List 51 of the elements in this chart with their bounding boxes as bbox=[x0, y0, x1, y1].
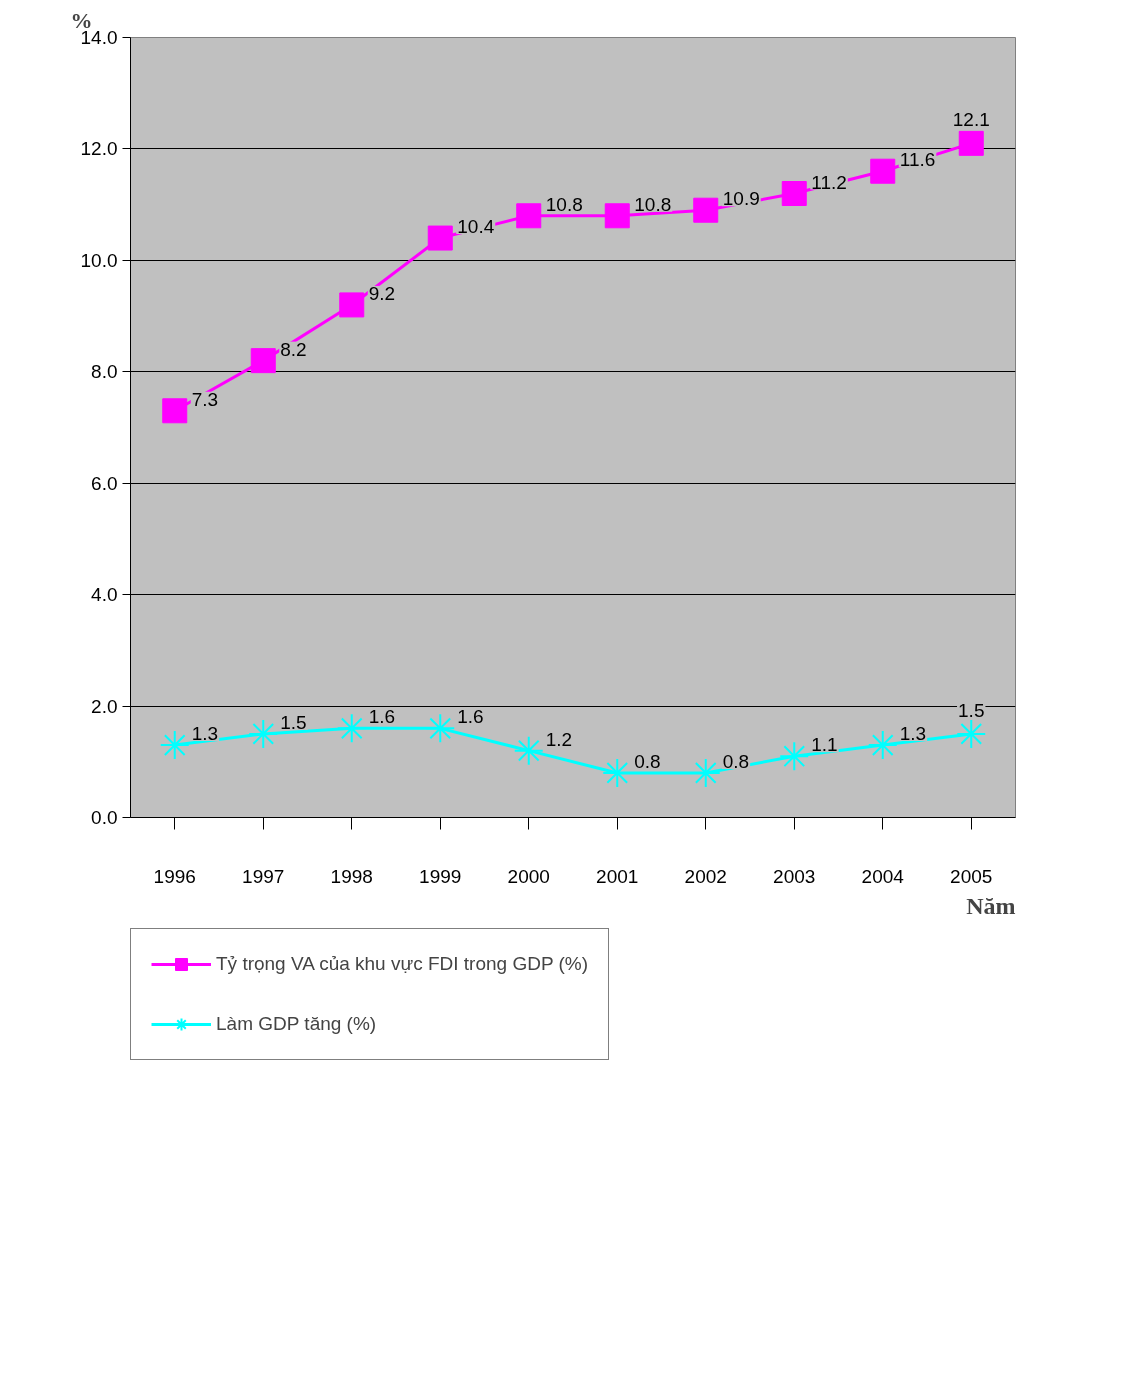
legend-label: Tỷ trọng VA của khu vực FDI trong GDP (%) bbox=[216, 953, 589, 975]
data-label: 1.6 bbox=[457, 706, 484, 728]
y-tick-label: 8.0 bbox=[91, 361, 118, 383]
legend-label: Làm GDP tăng (%) bbox=[216, 1013, 377, 1035]
data-label: 11.2 bbox=[811, 171, 847, 193]
data-label: 1.6 bbox=[368, 706, 396, 728]
point bbox=[870, 158, 896, 184]
data-label: 8.2 bbox=[280, 338, 307, 360]
data-label: 1.5 bbox=[958, 699, 985, 721]
point bbox=[250, 348, 276, 374]
y-tick-label: 6.0 bbox=[91, 472, 118, 494]
y-tick-label: 14.0 bbox=[80, 27, 118, 48]
point bbox=[604, 203, 630, 229]
data-label: 7.3 bbox=[191, 388, 219, 410]
x-tick-label: 2000 bbox=[507, 865, 550, 887]
x-tick-label: 1998 bbox=[330, 865, 373, 887]
point bbox=[339, 292, 365, 318]
data-label: 1.5 bbox=[280, 711, 307, 733]
point bbox=[427, 225, 453, 251]
data-label: 10.9 bbox=[722, 188, 760, 210]
x-tick-label: 2005 bbox=[950, 865, 993, 887]
x-tick-label: 2002 bbox=[684, 865, 727, 887]
x-tick-label: 2001 bbox=[596, 865, 639, 887]
x-tick-label: 2003 bbox=[773, 865, 816, 887]
data-label: 11.6 bbox=[899, 149, 936, 171]
data-label: 1.2 bbox=[545, 728, 573, 750]
point bbox=[162, 398, 188, 424]
y-tick-label: 2.0 bbox=[91, 695, 118, 717]
y-tick-label: 10.0 bbox=[80, 249, 118, 271]
data-label: 10.8 bbox=[634, 193, 672, 215]
y-tick-label: 0.0 bbox=[91, 807, 118, 828]
x-tick-label: 2004 bbox=[861, 865, 905, 887]
data-label: 0.8 bbox=[722, 750, 750, 772]
x-axis-title: Năm bbox=[966, 892, 1016, 919]
x-tick-label: 1999 bbox=[419, 865, 462, 887]
data-label: 0.8 bbox=[634, 750, 661, 772]
data-label: 1.3 bbox=[191, 723, 219, 745]
data-label: 10.8 bbox=[545, 193, 583, 215]
point bbox=[781, 181, 807, 206]
y-tick-label: 4.0 bbox=[91, 584, 118, 606]
point bbox=[516, 203, 542, 229]
y-tick-label: 12.0 bbox=[80, 138, 118, 160]
data-label: 1.3 bbox=[899, 723, 927, 745]
data-label: 9.2 bbox=[368, 282, 396, 304]
data-label: 12.1 bbox=[952, 109, 990, 131]
data-label: 10.4 bbox=[457, 216, 495, 238]
x-tick-label: 1996 bbox=[153, 865, 196, 887]
x-tick-label: 1997 bbox=[242, 865, 285, 887]
point bbox=[693, 197, 719, 223]
data-label: 1.1 bbox=[811, 734, 838, 756]
point bbox=[958, 130, 984, 156]
